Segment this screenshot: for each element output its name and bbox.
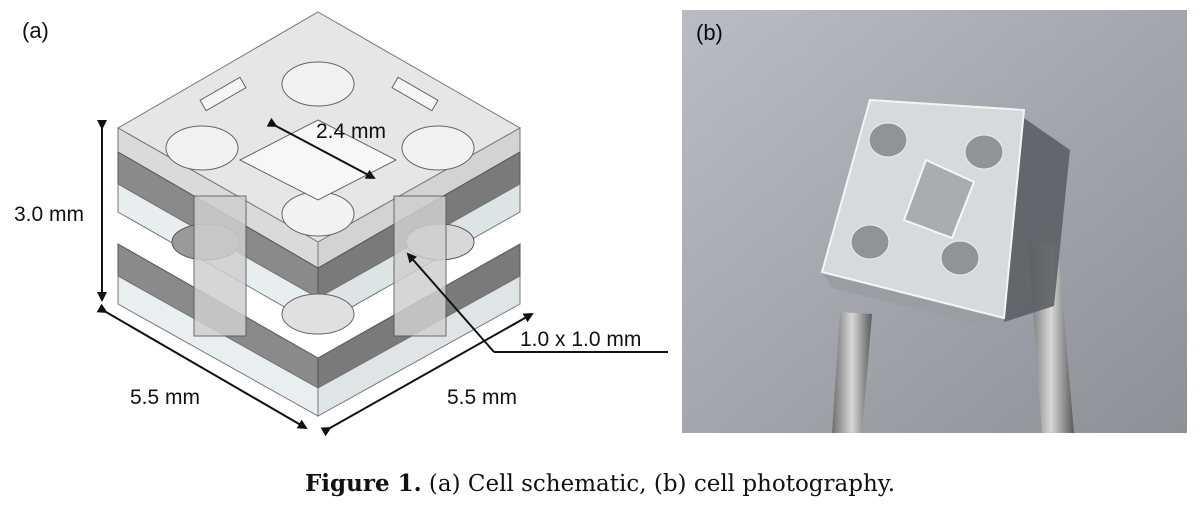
channel-left	[193, 195, 247, 337]
cube-bottom	[822, 272, 1008, 332]
cell-schematic	[96, 11, 668, 437]
slot-right	[391, 76, 439, 112]
dimension-channel: 1.0 x 1.0 mm	[520, 328, 642, 351]
photo-hole-4	[940, 240, 980, 276]
bottom-hole-front	[281, 293, 355, 335]
hole-arrow	[266, 117, 376, 179]
right-width-arrow	[320, 313, 534, 437]
panel-a-label: (a)	[22, 18, 49, 43]
photo-hole-1	[868, 122, 908, 158]
photo-hole-3	[850, 224, 890, 260]
dimension-side-left: 5.5 mm	[130, 386, 201, 409]
top-hole-left	[165, 125, 239, 171]
cell-photograph	[682, 10, 1187, 433]
caption-text: (a) Cell schematic, (b) cell photography…	[421, 471, 896, 497]
tweezer-left	[832, 312, 872, 433]
dimension-hole: 2.4 mm	[316, 120, 387, 143]
top-hole-back	[281, 61, 355, 107]
photo-center-hole	[902, 158, 976, 240]
dimension-side-right: 5.5 mm	[447, 386, 518, 409]
figure-caption: Figure 1. (a) Cell schematic, (b) cell p…	[0, 470, 1200, 497]
photo-hole-2	[964, 134, 1004, 170]
panel-b-label: (b)	[696, 20, 723, 45]
dimension-height: 3.0 mm	[14, 203, 85, 226]
channel-right	[393, 195, 447, 337]
caption-label: Figure 1.	[304, 470, 422, 497]
top-hole-right	[401, 125, 475, 171]
cube-side	[1004, 118, 1070, 322]
left-width-arrow	[96, 303, 308, 430]
slot-left	[199, 76, 247, 112]
